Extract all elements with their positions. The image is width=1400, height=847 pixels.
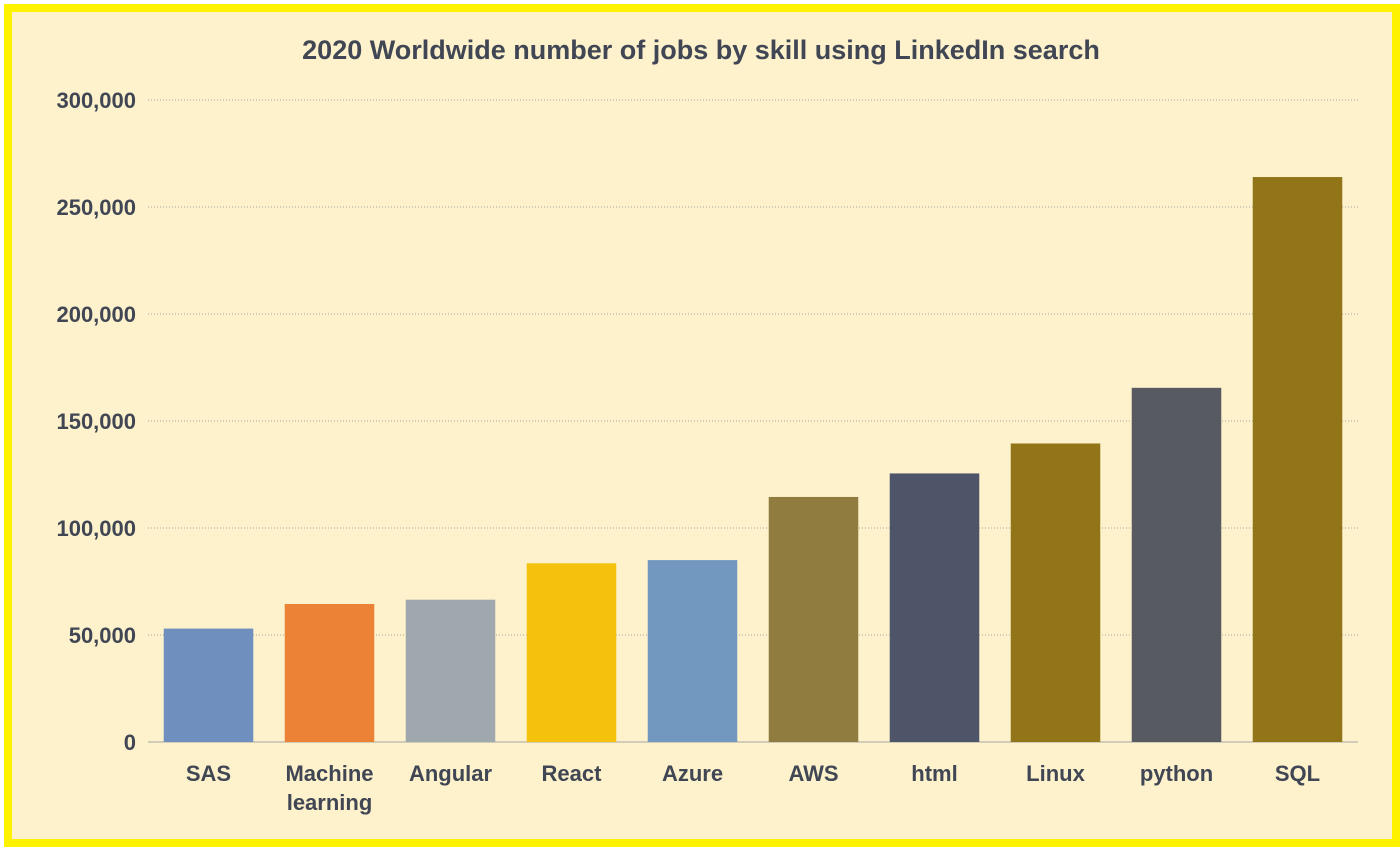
x-category-label: AWS xyxy=(788,761,838,786)
y-tick-label: 300,000 xyxy=(56,88,136,113)
y-tick-label: 150,000 xyxy=(56,409,136,434)
x-category-label: React xyxy=(542,761,603,786)
y-tick-label: 0 xyxy=(124,730,136,755)
bar xyxy=(1131,387,1222,742)
bars xyxy=(163,177,1343,743)
x-category-label: html xyxy=(911,761,957,786)
x-category-label: python xyxy=(1140,761,1213,786)
chart-frame: 2020 Worldwide number of jobs by skill u… xyxy=(4,4,1400,847)
bar xyxy=(647,560,738,742)
x-category-label: Azure xyxy=(662,761,723,786)
x-category-label: Linux xyxy=(1026,761,1085,786)
bar xyxy=(768,496,859,742)
x-category-label: Machine learning xyxy=(285,761,373,815)
y-axis-ticks: 0 50,000 100,000 150,000 200,000 250,000 300,0… xyxy=(56,88,136,755)
x-category-label: Angular xyxy=(409,761,493,786)
bar xyxy=(405,599,496,742)
bar xyxy=(526,563,617,742)
chart-title: 2020 Worldwide number of jobs by skill u… xyxy=(302,35,1100,65)
bar xyxy=(889,473,980,742)
x-axis-labels: SAS Machine learning Angular React Azure AWS ht… xyxy=(186,761,1320,815)
bar-chart: 2020 Worldwide number of jobs by skill u… xyxy=(56,35,1358,815)
bar xyxy=(163,628,254,742)
y-tick-label: 100,000 xyxy=(56,516,136,541)
bar xyxy=(1252,177,1343,743)
bar xyxy=(284,603,375,742)
y-tick-label: 250,000 xyxy=(56,195,136,220)
y-tick-label: 50,000 xyxy=(69,623,136,648)
y-tick-label: 200,000 xyxy=(56,302,136,327)
bar xyxy=(1010,443,1101,742)
x-category-label: SAS xyxy=(186,761,231,786)
x-category-label: SQL xyxy=(1275,761,1320,786)
